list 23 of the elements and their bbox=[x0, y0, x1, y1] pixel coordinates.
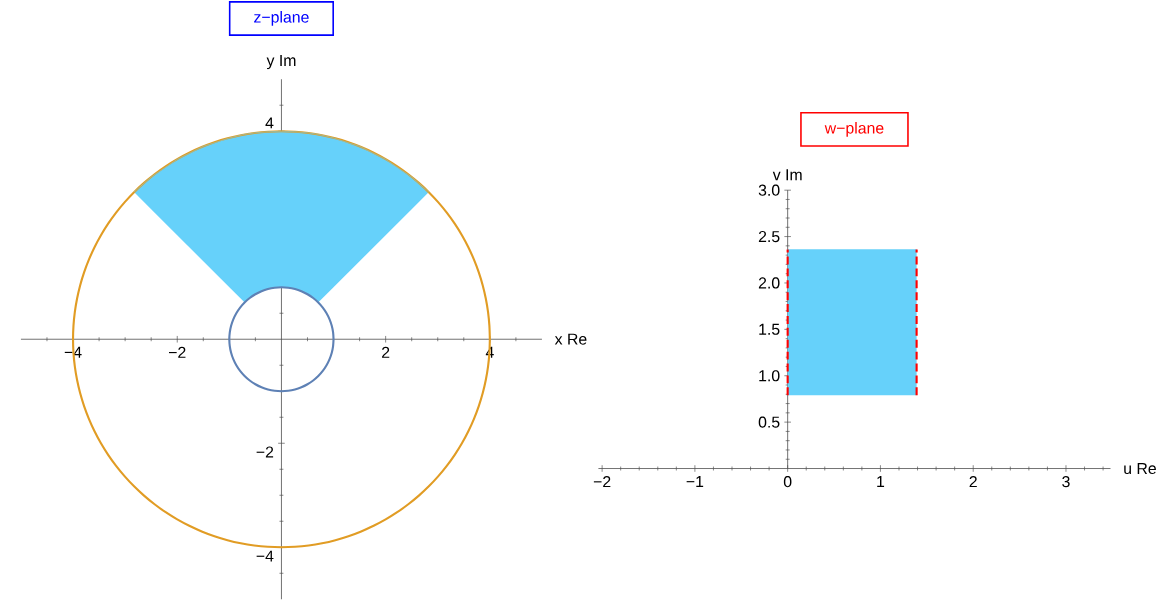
y-tick-label: 2.5 bbox=[758, 230, 780, 243]
y-tick-label: −2 bbox=[256, 446, 274, 458]
y-tick-label: 0.5 bbox=[758, 416, 780, 428]
y-tick-label: 1.5 bbox=[759, 323, 780, 335]
y-tick-label: −4 bbox=[256, 550, 274, 562]
x-axis-title: u Re bbox=[1124, 462, 1156, 474]
x-tick-label: 0 bbox=[783, 475, 792, 488]
y-axis-title: v Im bbox=[772, 169, 802, 181]
y-tick-label: 3.0 bbox=[758, 184, 780, 196]
y-tick-label: 2.0 bbox=[758, 277, 780, 289]
y-tick-label: 4 bbox=[265, 117, 274, 129]
x-tick-label: −2 bbox=[168, 346, 186, 358]
x-tick-label: 2 bbox=[969, 475, 977, 487]
x-tick-label: −1 bbox=[686, 475, 704, 487]
x-tick-label: 3 bbox=[1062, 475, 1070, 488]
x-tick-label: 2 bbox=[382, 346, 390, 358]
x-axis-title: x Re bbox=[554, 333, 587, 345]
x-tick-label: 1 bbox=[877, 475, 885, 487]
y-tick-label: 1.0 bbox=[759, 370, 780, 382]
x-tick-label: −2 bbox=[593, 475, 611, 487]
y-axis-title: y Im bbox=[266, 54, 296, 70]
chart-title: w−plane bbox=[824, 121, 884, 137]
chart-title: z−plane bbox=[254, 10, 309, 26]
